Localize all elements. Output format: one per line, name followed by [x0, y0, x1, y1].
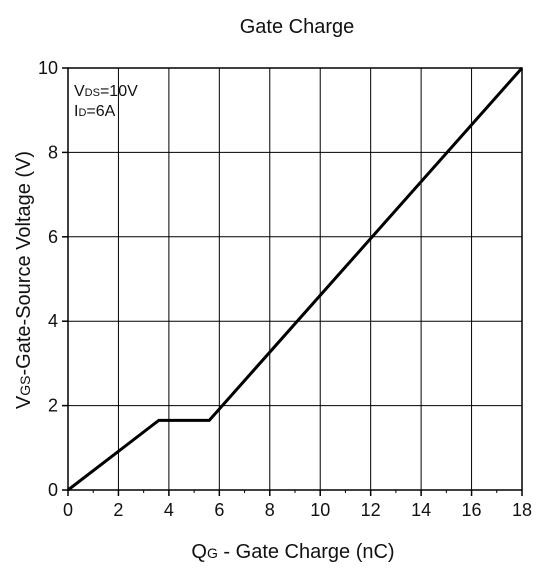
x-tick-label: 2 [113, 500, 123, 520]
annotation-id: ID=6A [74, 103, 116, 120]
y-tick-labels: 0 2 4 6 8 10 [38, 58, 58, 500]
y-tick-label: 10 [38, 58, 58, 78]
series-line-0 [67, 67, 524, 492]
y-tick-label: 0 [48, 480, 58, 500]
y-tick-label: 8 [48, 142, 58, 162]
y-tick-label: 6 [48, 227, 58, 247]
y-tick-label: 2 [48, 396, 58, 416]
grid [67, 67, 523, 491]
x-tick-label: 12 [361, 500, 381, 520]
plot-frame [67, 67, 523, 491]
x-tick-label: 0 [63, 500, 73, 520]
y-tick-label: 4 [48, 311, 58, 331]
axis-ticks [62, 67, 523, 496]
x-tick-label: 8 [265, 500, 275, 520]
x-tick-label: 14 [411, 500, 431, 520]
y-axis-label: VGS-Gate-Source Voltage (V) [13, 151, 35, 409]
x-axis-label: QG - Gate Charge (nC) [191, 541, 394, 563]
x-tick-label: 4 [164, 500, 174, 520]
annotation-vds: VDS=10V [74, 83, 138, 100]
x-tick-label: 18 [512, 500, 532, 520]
chart-title: Gate Charge [240, 16, 355, 38]
x-tick-label: 16 [462, 500, 482, 520]
series-layer [67, 67, 524, 492]
x-tick-labels: 0 2 4 6 8 10 12 14 16 18 [63, 500, 532, 520]
x-tick-label: 10 [310, 500, 330, 520]
x-tick-label: 6 [214, 500, 224, 520]
